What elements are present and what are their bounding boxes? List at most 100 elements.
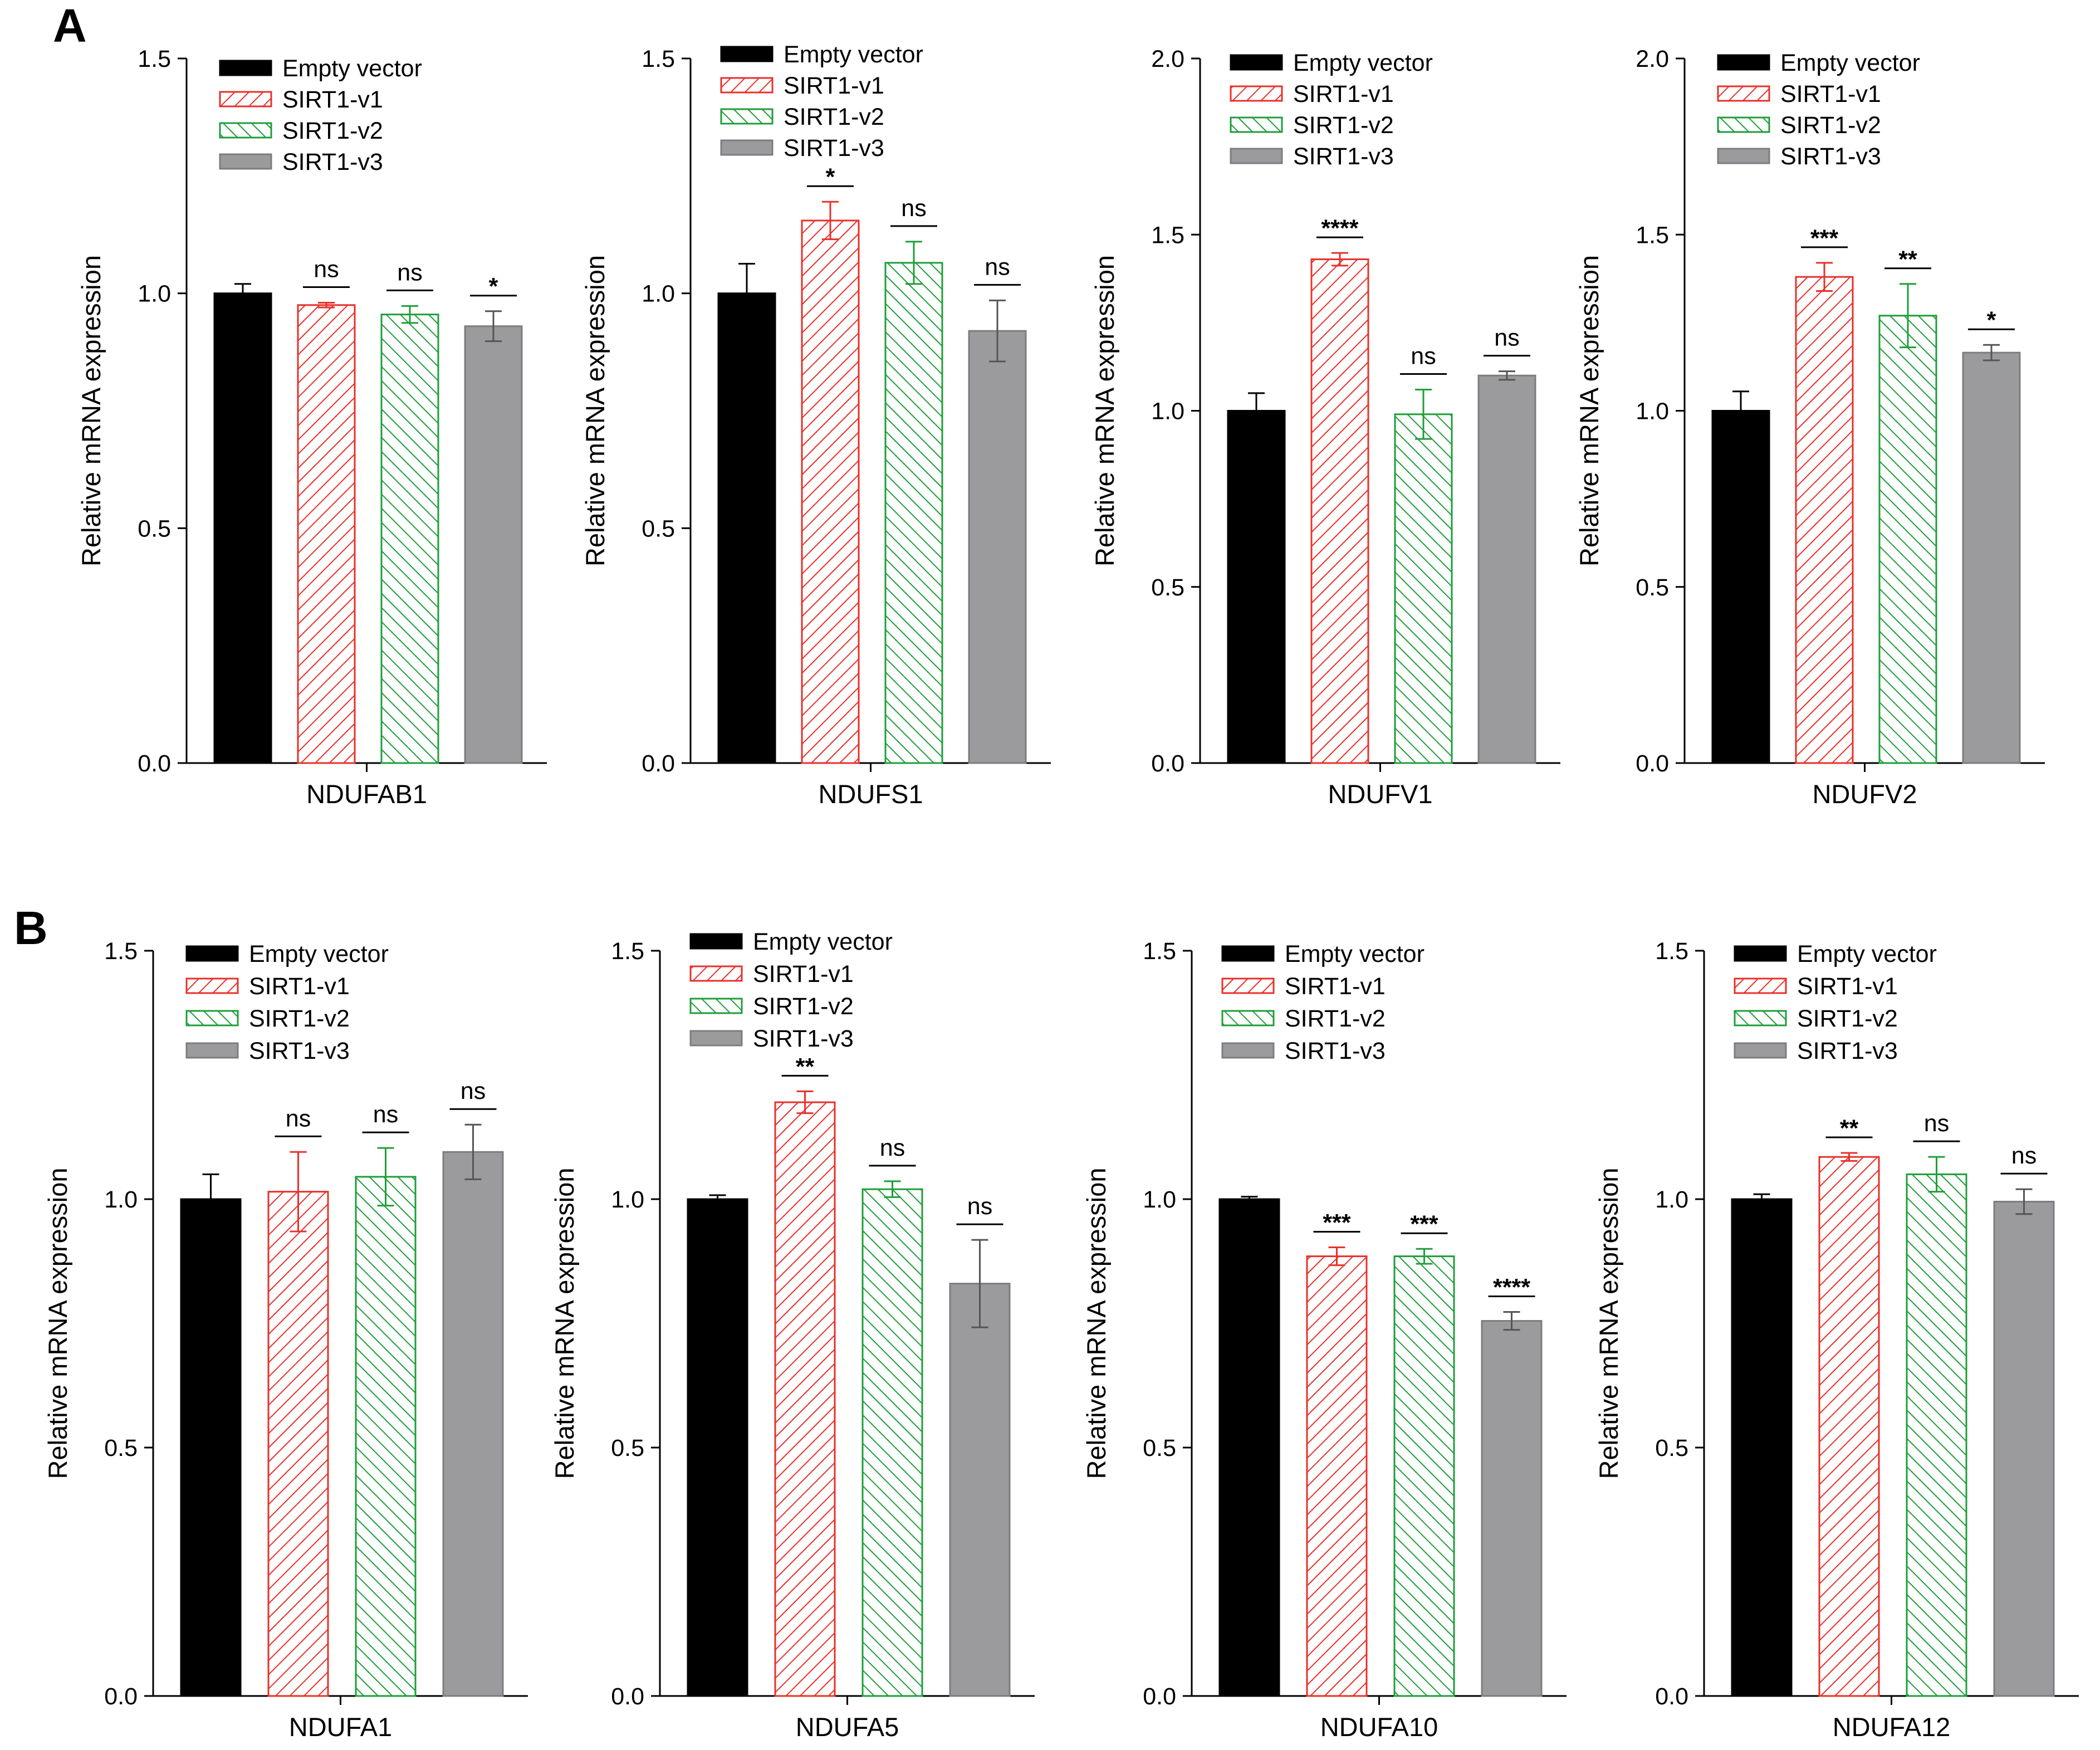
bar-sirt1-v3 [442, 1151, 504, 1697]
bar-sirt1-v2 [884, 262, 943, 764]
significance-label: * [1987, 307, 1996, 334]
significance-label: * [489, 273, 498, 300]
y-tick-label: 0.5 [104, 1435, 138, 1461]
error-bar [1241, 1196, 1258, 1202]
y-tick-label: 1.0 [1636, 398, 1669, 425]
legend-swatch-sirt1-v1 [219, 91, 272, 107]
error-bar [884, 1180, 901, 1198]
bar-sirt1-v3 [968, 330, 1027, 764]
y-tick-label: 1.5 [1655, 938, 1688, 965]
legend: Empty vector SIRT1-v1 SIRT1-v2 SIRT1-v3 [1717, 50, 1920, 170]
legend: Empty vector SIRT1-v1 SIRT1-v2 SIRT1-v3 [720, 41, 923, 162]
y-tick-label: 0.0 [1151, 750, 1184, 777]
error-bar [1503, 1311, 1520, 1331]
error-bar [1983, 344, 2000, 361]
legend: Empty vector SIRT1-v1 SIRT1-v2 SIRT1-v3 [185, 941, 389, 1064]
significance-label: ns [461, 1078, 486, 1104]
error-bar [402, 305, 418, 324]
y-tick-label: 0.0 [104, 1683, 138, 1710]
y-tick-label: 1.5 [138, 46, 171, 72]
y-axis-title: Relative mRNA expression [1081, 1168, 1111, 1479]
bar-sirt1-v2 [861, 1188, 923, 1697]
y-axis-title: Relative mRNA expression [43, 1168, 72, 1479]
y-tick-label: 2.0 [1151, 46, 1184, 72]
bar-empty-vector [1227, 410, 1286, 764]
legend-label-sirt1-v1: SIRT1-v1 [784, 72, 884, 99]
legend-label-empty-vector: Empty vector [1285, 941, 1425, 967]
y-tick-label: 2.0 [1636, 46, 1669, 72]
legend-swatch-sirt1-v3 [1230, 148, 1283, 164]
chart-ndufa12: 0.0 0.5 1.0 1.5 NDUFA12 Relative mRNA express… [1594, 938, 2079, 1742]
legend-label-sirt1-v1: SIRT1-v1 [753, 961, 854, 988]
bar-empty-vector [1711, 410, 1770, 764]
legend-swatch-sirt1-v2 [720, 108, 774, 125]
y-tick-label: 0.0 [611, 1683, 644, 1710]
bar-sirt1-v3 [1962, 351, 2021, 764]
legend-swatch-sirt1-v1 [1717, 85, 1770, 102]
legend-label-empty-vector: Empty vector [753, 928, 893, 955]
error-bar [318, 302, 335, 309]
error-bar [485, 310, 502, 343]
y-tick-label: 1.0 [642, 281, 675, 307]
legend-label-empty-vector: Empty vector [1797, 941, 1937, 967]
significance-label: ns [901, 195, 926, 222]
legend-swatch-empty-vector [689, 933, 743, 950]
legend-swatch-sirt1-v1 [689, 965, 743, 982]
legend-swatch-empty-vector [1734, 945, 1787, 962]
error-bar [905, 241, 922, 285]
y-tick-label: 0.0 [1143, 1683, 1176, 1710]
legend-swatch-empty-vector [1221, 945, 1275, 962]
error-bar [464, 1123, 482, 1180]
legend-swatch-sirt1-v2 [219, 122, 272, 139]
legend-label-sirt1-v2: SIRT1-v2 [1293, 112, 1394, 139]
error-bar [1415, 389, 1432, 440]
y-axis-title: Relative mRNA expression [550, 1168, 579, 1479]
legend-label-sirt1-v2: SIRT1-v2 [282, 118, 383, 144]
legend-label-empty-vector: Empty vector [1293, 50, 1433, 76]
bar-sirt1-v3 [949, 1283, 1011, 1697]
error-bar [738, 263, 755, 324]
significance-label: ** [1840, 1115, 1859, 1142]
legend-label-sirt1-v3: SIRT1-v3 [249, 1038, 350, 1064]
error-bar [1900, 283, 1916, 349]
legend-swatch-sirt1-v2 [1221, 1010, 1275, 1026]
y-tick-label: 0.5 [1143, 1435, 1176, 1461]
y-tick-label: 1.5 [1151, 222, 1184, 248]
error-bar [709, 1194, 726, 1204]
legend-label-sirt1-v3: SIRT1-v3 [1293, 143, 1394, 170]
y-tick-label: 0.5 [1636, 574, 1669, 601]
error-bar [1753, 1193, 1770, 1205]
significance-label: ns [1494, 325, 1519, 351]
legend-swatch-empty-vector [185, 945, 239, 962]
y-tick-label: 1.5 [611, 938, 644, 965]
legend-swatch-empty-vector [219, 60, 272, 76]
significance-label: ns [2011, 1142, 2037, 1169]
legend: Empty vector SIRT1-v1 SIRT1-v2 SIRT1-v3 [1230, 50, 1433, 170]
legend-label-sirt1-v1: SIRT1-v1 [1797, 973, 1898, 1000]
legend: Empty vector SIRT1-v1 SIRT1-v2 SIRT1-v3 [689, 928, 893, 1052]
panel-label-a: A [53, 0, 87, 52]
error-bar [822, 201, 839, 241]
error-bar [971, 1239, 988, 1328]
bar-sirt1-v3 [1993, 1200, 2055, 1697]
legend-label-sirt1-v3: SIRT1-v3 [784, 135, 884, 162]
legend-label-sirt1-v2: SIRT1-v2 [1797, 1005, 1898, 1032]
significance-label: ns [286, 1105, 311, 1132]
legend-label-sirt1-v2: SIRT1-v2 [784, 104, 884, 130]
legend-swatch-sirt1-v2 [1230, 116, 1283, 133]
significance-label: *** [1410, 1211, 1438, 1238]
legend-label-sirt1-v1: SIRT1-v1 [1285, 973, 1386, 1000]
y-tick-label: 1.0 [138, 281, 171, 307]
panel-label-b: B [14, 902, 48, 954]
legend-label-sirt1-v3: SIRT1-v3 [1285, 1038, 1386, 1064]
bar-empty-vector [1731, 1198, 1793, 1697]
legend-label-empty-vector: Empty vector [784, 41, 923, 68]
error-bar [796, 1090, 814, 1114]
bar-empty-vector [1218, 1198, 1280, 1697]
error-bar [1840, 1152, 1858, 1162]
significance-label: **** [1321, 215, 1359, 242]
bar-sirt1-v1 [1795, 276, 1854, 764]
significance-label: *** [1810, 225, 1838, 252]
legend-swatch-empty-vector [720, 46, 774, 62]
chart-ndufa1: 0.0 0.5 1.0 1.5 NDUFA1 Relative mRNA expressi… [43, 938, 528, 1742]
